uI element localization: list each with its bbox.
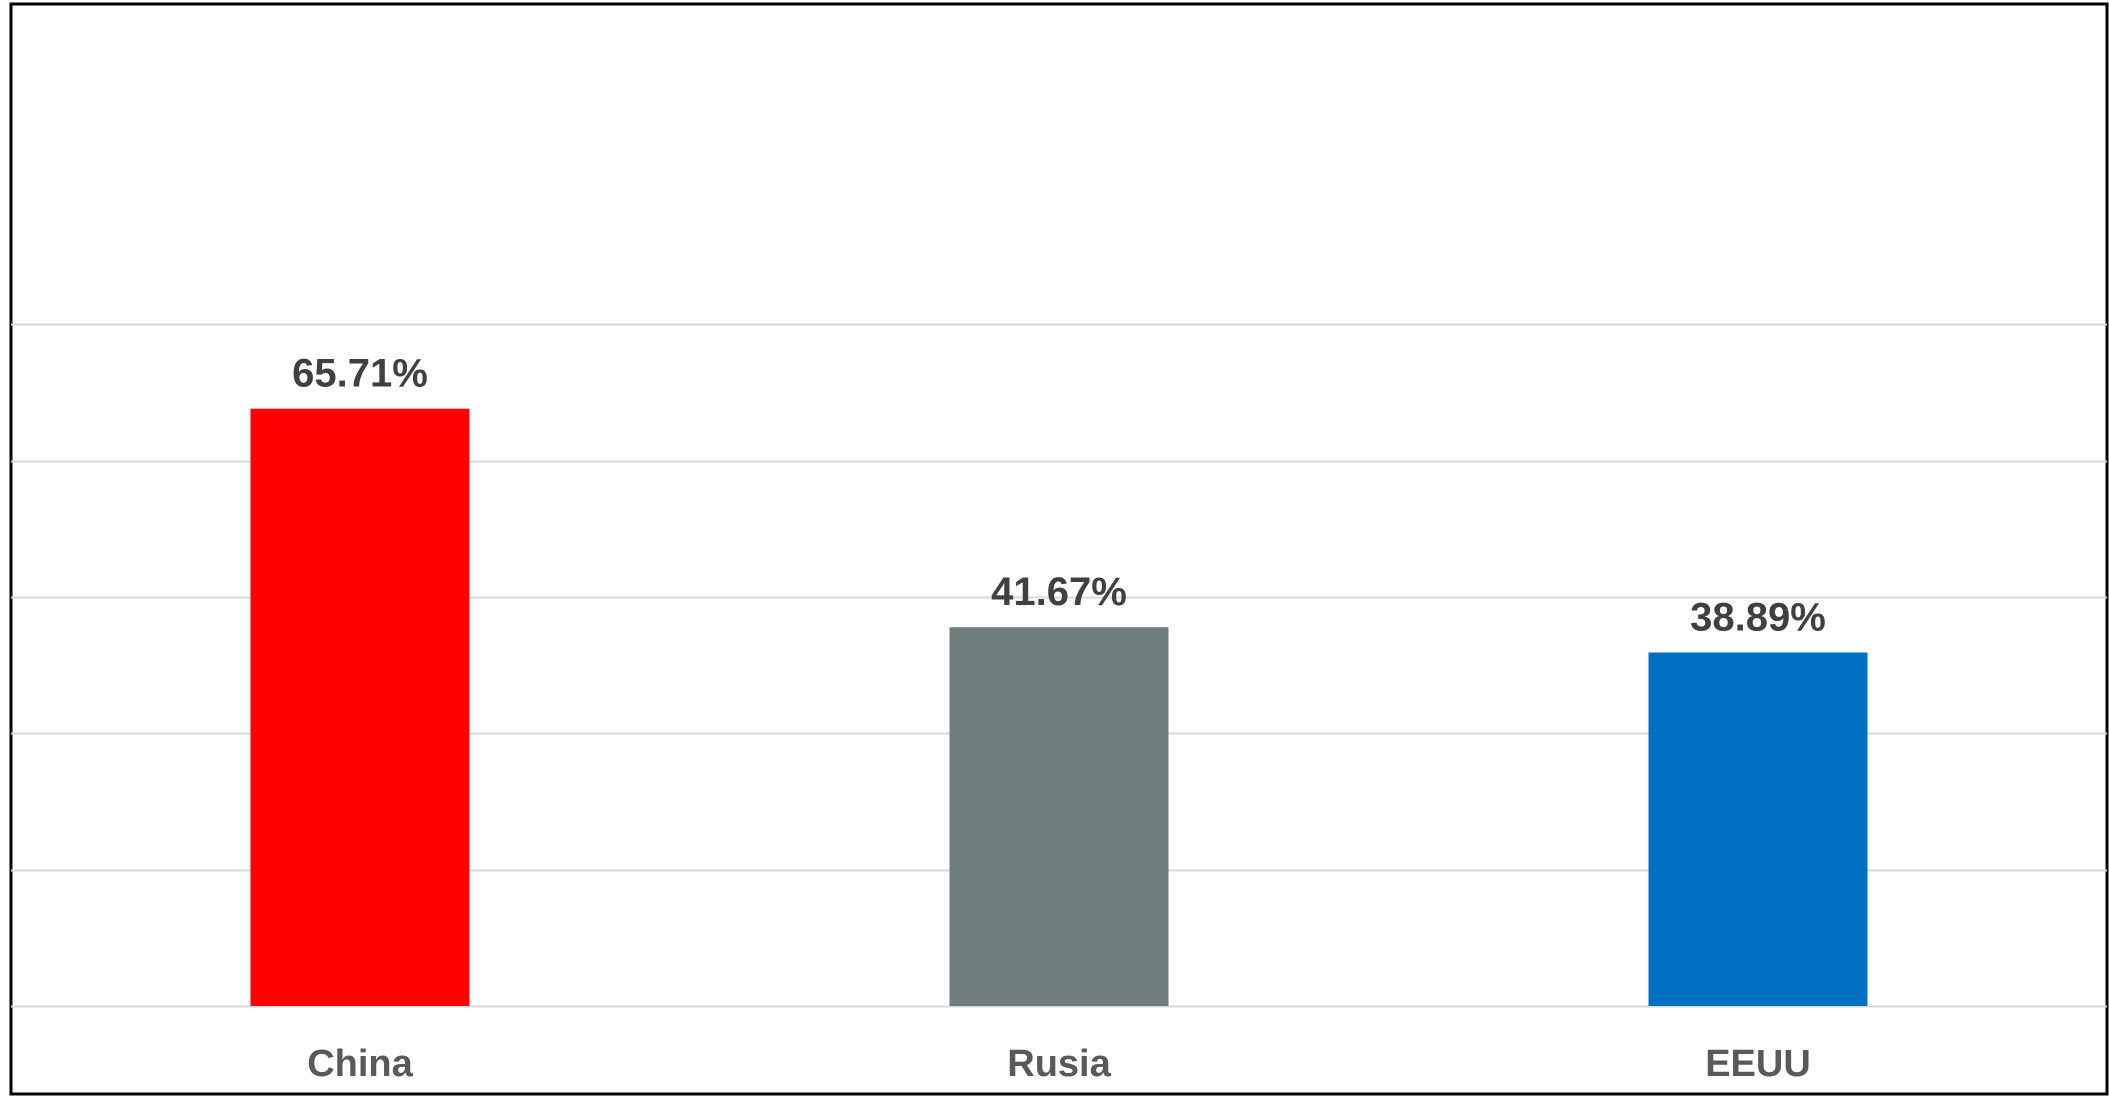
bar-rusia bbox=[949, 627, 1169, 1006]
data-labels: 65.71% 41.67% 38.89% bbox=[292, 352, 1826, 640]
category-label-eeuu: EEUU bbox=[1705, 1043, 1811, 1085]
data-label-eeuu: 38.89% bbox=[1690, 595, 1826, 639]
category-label-rusia: Rusia bbox=[1007, 1043, 1111, 1085]
bar-eeuu bbox=[1648, 652, 1868, 1006]
bars bbox=[250, 408, 1868, 1006]
data-label-rusia: 41.67% bbox=[991, 570, 1127, 614]
bar-china bbox=[250, 408, 470, 1006]
data-label-china: 65.71% bbox=[292, 352, 428, 396]
category-labels: China Rusia EEUU bbox=[307, 1043, 1811, 1085]
category-label-china: China bbox=[307, 1043, 413, 1085]
